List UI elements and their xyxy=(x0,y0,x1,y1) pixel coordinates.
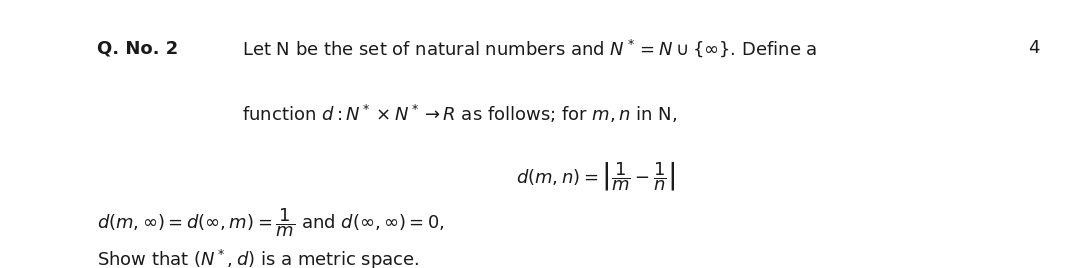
Text: Q. No. 2: Q. No. 2 xyxy=(97,39,179,57)
Text: Show that $(N^*, d)$ is a metric space.: Show that $(N^*, d)$ is a metric space. xyxy=(97,248,420,268)
Text: 4: 4 xyxy=(1028,39,1039,57)
Text: $d(m, \infty) = d(\infty, m) = \dfrac{1}{m}$ and $d(\infty, \infty) = 0,$: $d(m, \infty) = d(\infty, m) = \dfrac{1}… xyxy=(97,206,444,239)
Text: function $d: N^* \times N^* \rightarrow R$ as follows; for $m, n$ in N,: function $d: N^* \times N^* \rightarrow … xyxy=(242,103,678,125)
Text: $d(m, n) = \left|\dfrac{1}{m} - \dfrac{1}{n}\right|$: $d(m, n) = \left|\dfrac{1}{m} - \dfrac{1… xyxy=(516,160,676,193)
Text: Let N be the set of natural numbers and $N^* = N \cup \{\infty\}$. Define a: Let N be the set of natural numbers and … xyxy=(242,38,818,59)
